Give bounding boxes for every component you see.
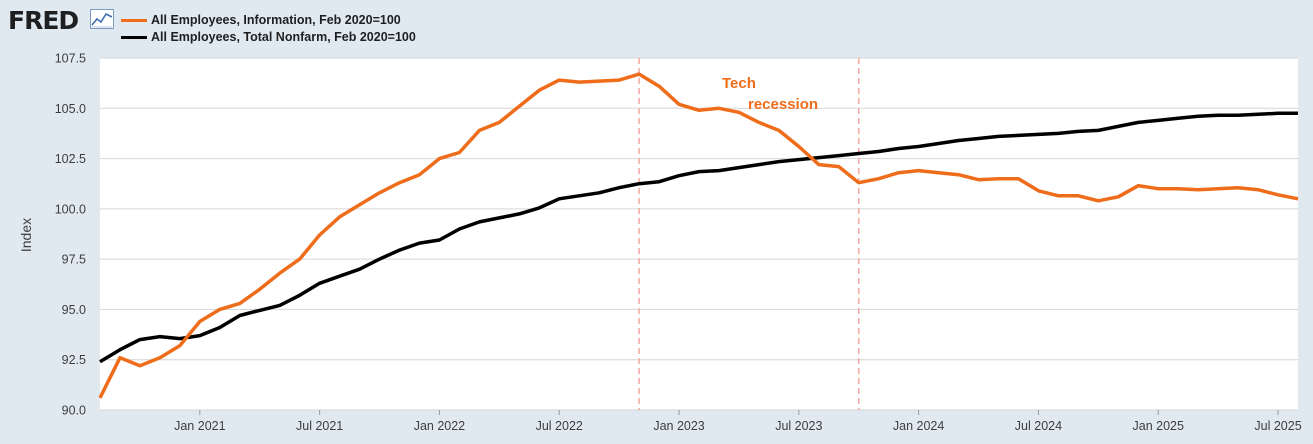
y-tick-label: 100.0 <box>55 202 86 216</box>
legend-swatch-information <box>121 19 147 22</box>
plot-area <box>100 58 1298 410</box>
y-tick-label: 92.5 <box>62 353 86 367</box>
legend-swatch-nonfarm <box>121 36 147 39</box>
chart-header: FRED All Employees, Information, Feb 202… <box>0 0 1313 50</box>
y-tick-label: 105.0 <box>55 102 86 116</box>
trend-line-icon <box>90 9 114 29</box>
annotation-line-2: recession <box>748 96 818 113</box>
series-line-nonfarm <box>99 111 1298 364</box>
legend-label-nonfarm: All Employees, Total Nonfarm, Feb 2020=1… <box>151 30 416 44</box>
fred-logo[interactable]: FRED <box>8 6 79 35</box>
x-tick-label: Jul 2024 <box>1015 419 1062 433</box>
x-tick-label: Jan 2022 <box>414 419 465 433</box>
x-tick-label: Jul 2023 <box>775 419 822 433</box>
y-tick-label: 90.0 <box>62 404 86 418</box>
y-tick-label: 95.0 <box>62 303 86 317</box>
series-line-information <box>98 72 1299 399</box>
x-tick-label: Jul 2022 <box>536 419 583 433</box>
legend-label-information: All Employees, Information, Feb 2020=100 <box>151 13 401 27</box>
y-tick-label: 107.5 <box>55 52 86 66</box>
y-tick-label: 102.5 <box>55 152 86 166</box>
x-tick-label: Jul 2025 <box>1254 419 1301 433</box>
x-tick-label: Jan 2025 <box>1133 419 1184 433</box>
x-tick-label: Jan 2023 <box>653 419 704 433</box>
y-tick-label: 97.5 <box>62 253 86 267</box>
x-tick-label: Jan 2024 <box>893 419 944 433</box>
x-tick-label: Jan 2021 <box>174 419 225 433</box>
x-tick-label: Jul 2021 <box>296 419 343 433</box>
y-axis-label: Index <box>18 218 34 252</box>
annotation-line-1: Tech <box>722 75 756 92</box>
